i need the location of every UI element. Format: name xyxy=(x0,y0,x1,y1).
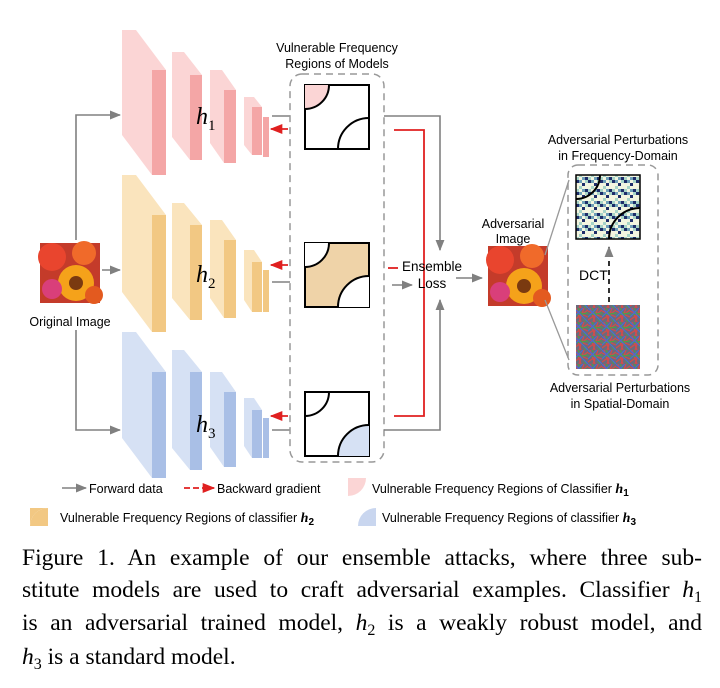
legend-region2-label: Vulnerable Frequency Regions of classifi… xyxy=(60,511,314,528)
legend-region3-label: Vulnerable Frequency Regions of classifi… xyxy=(382,511,636,528)
freq-perturbation-title: Adversarial Perturbations xyxy=(548,133,688,147)
forward-arrows-input xyxy=(75,110,122,435)
legend-region1-label: Vulnerable Frequency Regions of Classifi… xyxy=(372,482,629,499)
ensemble-loss-label: Ensemble xyxy=(402,259,462,274)
caption-line-1: Figure 1. An example of our ensemble att… xyxy=(22,545,702,571)
caption-line-4: h3 is a standard model. xyxy=(22,643,236,673)
freq-perturbation-image xyxy=(575,174,641,240)
region-panel-title-2: Regions of Models xyxy=(285,57,389,71)
model-output-lines xyxy=(272,115,290,431)
perturbation-panel xyxy=(567,164,659,376)
legend-region2-swatch xyxy=(30,508,48,526)
forward-arrows-ensemble xyxy=(384,115,445,431)
adversarial-image-label-2: Image xyxy=(496,232,531,246)
region-panel xyxy=(289,73,385,463)
spatial-perturbation-title: Adversarial Perturbations xyxy=(550,381,690,395)
caption-line-3: is an adversarial trained model, h2 is a… xyxy=(22,610,702,639)
model-h2-symbol: h2 xyxy=(196,262,216,292)
adversarial-image xyxy=(486,244,551,307)
figure-caption: Figure 1. An example of our ensemble att… xyxy=(22,543,702,675)
figure: Vulnerable Frequency Regions of Models O… xyxy=(29,30,690,528)
caption-line-2: stitute models are used to craft adversa… xyxy=(22,576,703,606)
spatial-perturbation-image xyxy=(576,305,640,369)
region-panel-title: Vulnerable Frequency xyxy=(276,41,399,55)
region-h2 xyxy=(304,242,370,308)
model-h1-symbol: h1 xyxy=(196,104,216,134)
legend: Forward data Backward gradient Vulnerabl… xyxy=(30,478,636,528)
freq-perturbation-title-2: in Frequency-Domain xyxy=(558,149,678,163)
region-h1 xyxy=(304,84,370,150)
adversarial-image-label: Adversarial xyxy=(482,217,545,231)
zoom-line-top xyxy=(544,179,570,256)
original-image-label: Original Image xyxy=(29,315,110,329)
legend-region1-swatch xyxy=(348,478,366,496)
dct-label: DCT xyxy=(579,267,608,283)
legend-region3-swatch xyxy=(358,508,376,526)
legend-forward-label: Forward data xyxy=(89,482,163,496)
legend-backward-label: Backward gradient xyxy=(217,482,321,496)
backward-arrows-ensemble xyxy=(388,129,425,417)
spatial-perturbation-title-2: in Spatial-Domain xyxy=(571,397,670,411)
zoom-line-bottom xyxy=(544,299,570,361)
backward-arrows-models xyxy=(269,123,288,422)
ensemble-loss-label-2: Loss xyxy=(418,276,447,291)
model-h3-network xyxy=(122,332,269,478)
model-h3-symbol: h3 xyxy=(196,412,216,442)
model-h2-network xyxy=(122,175,269,332)
model-h1-network xyxy=(122,30,269,175)
legend-region2-swatch-part xyxy=(30,508,48,526)
region-h3 xyxy=(304,391,370,457)
original-image xyxy=(38,241,103,304)
